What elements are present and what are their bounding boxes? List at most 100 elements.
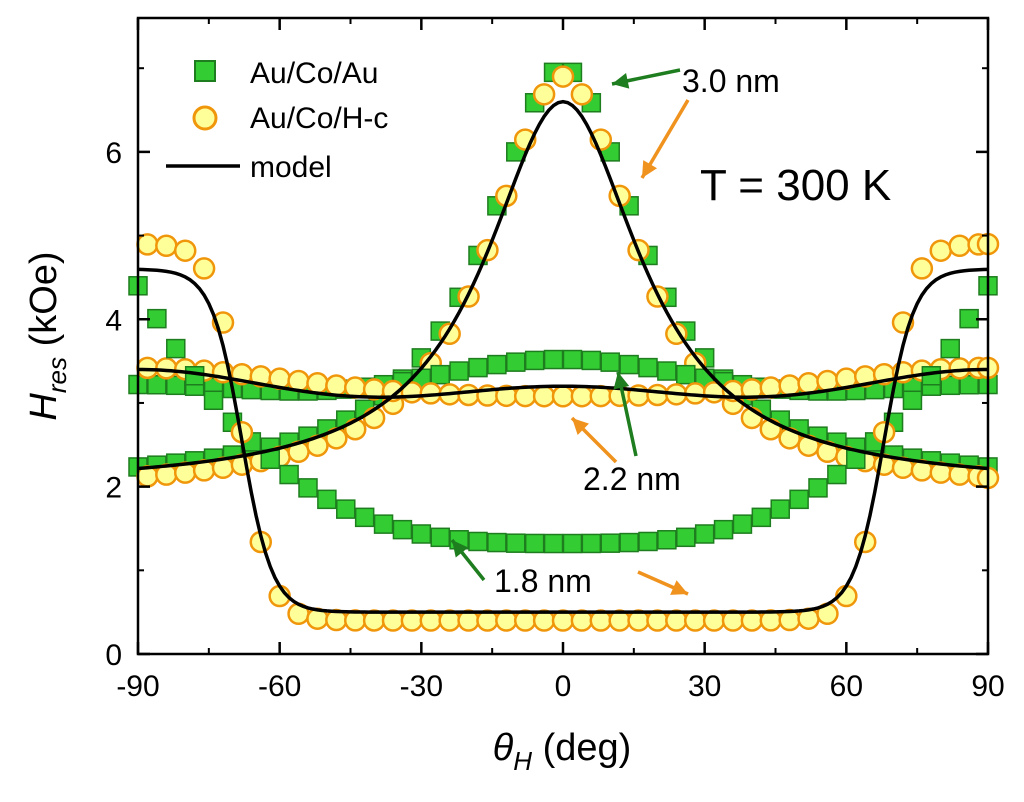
- data-point-square: [808, 478, 828, 498]
- data-point-square: [373, 514, 394, 534]
- x-tick-label: 90: [971, 670, 1004, 703]
- data-point-circle: [532, 83, 556, 106]
- x-tick-label: -60: [258, 670, 301, 703]
- annotation-1-8-nm: 1.8 nm: [494, 563, 592, 599]
- legend-label-au-co-au: Au/Co/Au: [250, 57, 378, 90]
- data-point-square: [694, 524, 715, 544]
- data-point-square: [619, 532, 639, 553]
- data-point-square: [940, 338, 960, 359]
- x-tick-label: 30: [688, 670, 721, 703]
- data-point-square: [166, 338, 186, 359]
- data-point-square: [147, 308, 167, 329]
- data-point-circle: [192, 257, 216, 280]
- data-point-square: [732, 514, 753, 534]
- data-point-circle: [155, 234, 178, 258]
- data-point-square: [562, 349, 583, 370]
- data-point-square: [959, 308, 979, 329]
- arrow-3-0-nm-orange-head: [642, 160, 658, 178]
- data-point-circle: [325, 374, 348, 397]
- data-point-circle: [173, 239, 197, 262]
- arrow-2-2-nm-green-head: [613, 372, 630, 390]
- data-point-square: [600, 533, 620, 553]
- arrow-1-8-nm-green-head: [452, 540, 469, 558]
- data-point-square: [317, 489, 337, 510]
- data-point-square: [487, 354, 507, 375]
- x-tick-label: -30: [400, 670, 443, 703]
- annotations: 3.0 nm 2.2 nm 1.8 nm T = 300 K: [450, 63, 891, 599]
- data-point-square: [676, 527, 696, 548]
- x-axis-label-unit: (deg): [532, 727, 631, 769]
- annotation-temperature: T = 300 K: [700, 161, 891, 210]
- x-axis-label: θH (deg): [493, 727, 632, 776]
- data-point-circle: [532, 384, 556, 408]
- data-point-square: [562, 533, 583, 554]
- data-point-square: [902, 390, 923, 411]
- y-axis-label-unit: (kOe): [23, 251, 65, 357]
- data-point-square: [959, 374, 979, 395]
- data-point-square: [638, 531, 658, 552]
- data-point-square: [657, 530, 677, 550]
- x-axis-label-sub: H: [513, 746, 532, 776]
- data-point-square: [449, 361, 469, 381]
- data-point-square: [657, 361, 677, 381]
- model-curve: [137, 267, 989, 614]
- data-point-square: [430, 527, 450, 548]
- data-point-circle: [948, 234, 971, 258]
- data-point-square: [506, 533, 526, 553]
- y-tick-label: 4: [105, 304, 122, 337]
- data-point-square: [354, 507, 375, 528]
- y-tick-label: 6: [105, 137, 122, 170]
- annotation-2-2-nm: 2.2 nm: [583, 461, 681, 497]
- arrow-layer: [450, 68, 690, 596]
- x-tick-label: -90: [116, 670, 159, 703]
- legend-label-au-co-h-c: Au/Co/H-c: [250, 102, 388, 135]
- data-point-square: [147, 374, 167, 395]
- y-tick-label: 2: [105, 472, 122, 505]
- data-point-square: [543, 349, 564, 370]
- data-point-square: [430, 364, 450, 385]
- data-point-circle: [136, 233, 159, 256]
- data-point-square: [468, 531, 488, 552]
- data-point-square: [619, 354, 639, 375]
- data-point-circle: [778, 374, 801, 397]
- y-axis-label: Hres (kOe): [23, 251, 72, 420]
- axes-layer: -90 -60 -30 0 30 60 90 0 2 4 6: [105, 18, 1005, 703]
- data-point-square: [543, 533, 564, 554]
- series-layer: [128, 62, 1000, 632]
- data-point-square: [524, 350, 545, 371]
- data-point-square: [524, 533, 545, 554]
- data-point-square: [827, 464, 847, 485]
- data-point-circle: [551, 65, 575, 88]
- legend-marker-square: [194, 60, 216, 82]
- data-point-circle: [570, 384, 594, 408]
- data-point-square: [279, 464, 299, 485]
- y-axis-label-sub: res: [42, 357, 72, 393]
- data-point-square: [203, 390, 224, 411]
- x-tick-label: 60: [830, 670, 863, 703]
- data-point-circle: [929, 239, 953, 262]
- y-axis-label-main: H: [23, 393, 65, 421]
- data-point-square: [166, 375, 186, 396]
- data-point-square: [713, 519, 734, 540]
- data-point-circle: [910, 257, 934, 280]
- data-point-circle: [551, 385, 575, 408]
- data-point-square: [392, 519, 413, 540]
- data-point-square: [638, 357, 658, 378]
- data-point-circle: [306, 372, 329, 395]
- data-point-circle: [797, 372, 820, 395]
- arrow-2-2-nm-orange-head: [572, 418, 589, 435]
- legend-label-model: model: [250, 151, 332, 184]
- data-point-square: [789, 489, 809, 510]
- model-curve: [137, 367, 989, 399]
- model-layer: [137, 99, 989, 614]
- data-point-square: [770, 499, 790, 519]
- data-point-square: [411, 524, 432, 544]
- data-point-square: [506, 352, 526, 372]
- data-point-square: [298, 478, 318, 498]
- x-tick-label: 0: [555, 670, 572, 703]
- data-point-square: [487, 532, 507, 553]
- data-point-square: [940, 375, 960, 396]
- data-point-square: [581, 533, 602, 554]
- data-point-square: [751, 507, 772, 528]
